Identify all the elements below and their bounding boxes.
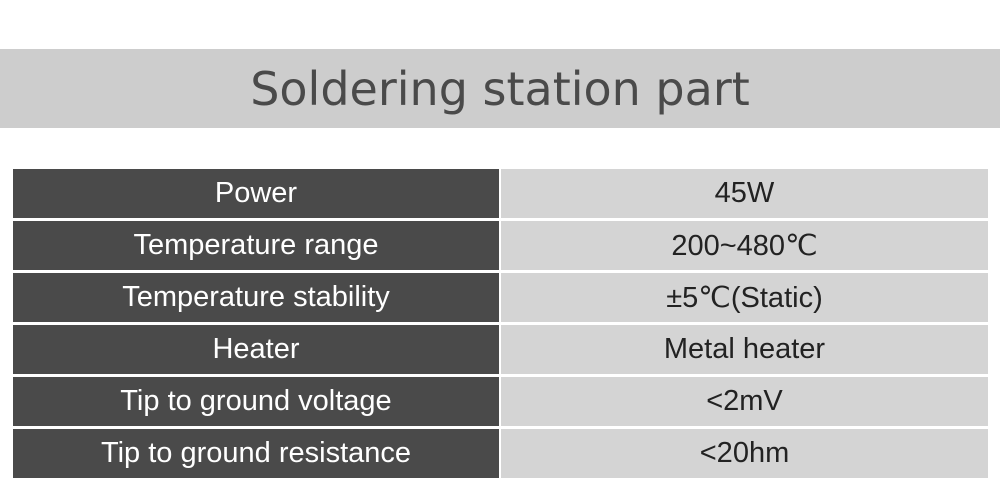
spec-table: Power 45W Temperature range 200~480℃ Tempera… bbox=[13, 169, 988, 481]
spec-value: <2mV bbox=[501, 377, 988, 426]
table-row: Heater Metal heater bbox=[13, 325, 988, 374]
banner: Soldering station part bbox=[0, 49, 1000, 128]
spec-name: Temperature stability bbox=[13, 273, 499, 322]
spec-name: Heater bbox=[13, 325, 499, 374]
spec-value: 45W bbox=[501, 169, 988, 218]
spec-value: <20hm bbox=[501, 429, 988, 478]
title: Soldering station part bbox=[250, 61, 750, 116]
spec-value: ±5℃(Static) bbox=[501, 273, 988, 322]
table-row: Power 45W bbox=[13, 169, 988, 218]
table-row: Temperature stability ±5℃(Static) bbox=[13, 273, 988, 322]
spec-value: Metal heater bbox=[501, 325, 988, 374]
table-row: Tip to ground resistance <20hm bbox=[13, 429, 988, 478]
spec-name: Power bbox=[13, 169, 499, 218]
table-row: Tip to ground voltage <2mV bbox=[13, 377, 988, 426]
spec-value: 200~480℃ bbox=[501, 221, 988, 270]
spec-name: Temperature range bbox=[13, 221, 499, 270]
table-row: Temperature range 200~480℃ bbox=[13, 221, 988, 270]
spec-name: Tip to ground resistance bbox=[13, 429, 499, 478]
spec-name: Tip to ground voltage bbox=[13, 377, 499, 426]
